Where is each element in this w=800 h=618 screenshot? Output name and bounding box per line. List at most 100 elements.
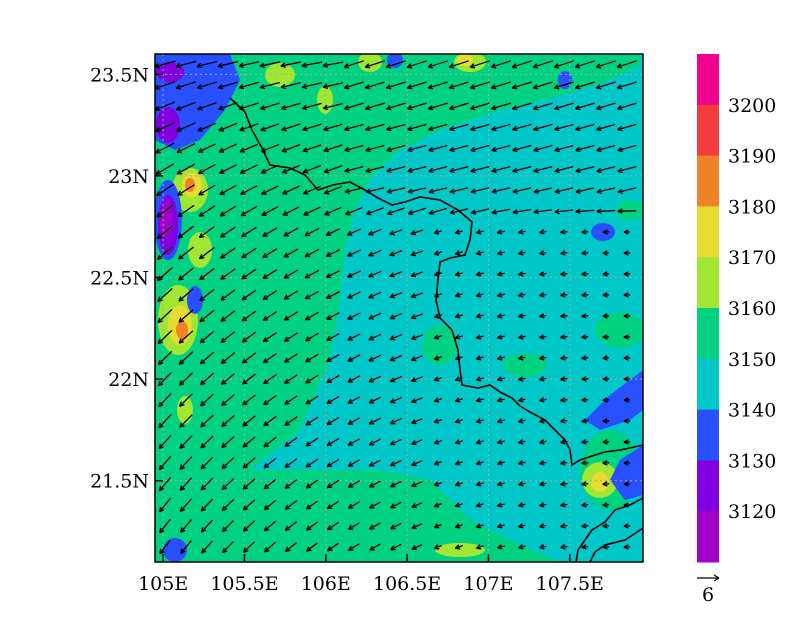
x-tick-label: 106E xyxy=(301,573,351,595)
wind-vector-head xyxy=(262,231,268,237)
wind-vector-head xyxy=(427,63,434,69)
wind-vector-head xyxy=(178,296,184,302)
wind-vector-head xyxy=(496,376,503,382)
wind-vector-head xyxy=(470,167,476,173)
wind-vector xyxy=(429,207,447,215)
wind-vector-head xyxy=(199,400,206,407)
wind-vector xyxy=(302,144,322,152)
wind-vector-head xyxy=(390,482,396,488)
wind-vector-head xyxy=(368,335,374,341)
wind-vector-head xyxy=(175,62,181,69)
wind-vector-head xyxy=(220,379,227,386)
wind-vector-head xyxy=(532,63,539,69)
wind-vector-head xyxy=(496,418,503,424)
wind-vector-head xyxy=(623,523,629,529)
wind-vector-head xyxy=(281,126,287,132)
wind-vector xyxy=(158,392,172,408)
wind-vector-head xyxy=(518,355,524,361)
wind-vector-head xyxy=(518,544,524,550)
wind-vector xyxy=(428,166,448,172)
wind-vector-head xyxy=(389,440,396,446)
wind-vector-head xyxy=(496,355,503,361)
wind-vector-head xyxy=(242,421,248,427)
wind-vector-head xyxy=(532,104,539,111)
wind-vector xyxy=(284,395,298,405)
wind-vector-head xyxy=(539,250,545,256)
wind-vector-head xyxy=(155,169,162,175)
wind-vector xyxy=(240,164,258,174)
wind-vector-head xyxy=(407,167,413,173)
wind-vector-head xyxy=(407,146,413,153)
wind-vector xyxy=(389,229,403,235)
wind-vector-head xyxy=(241,316,248,322)
wind-vector-head xyxy=(325,272,332,278)
wind-vector xyxy=(198,184,216,196)
wind-vector-head xyxy=(433,481,440,487)
wind-vector xyxy=(369,480,381,488)
wind-vector xyxy=(197,81,217,89)
wind-vector-head xyxy=(433,418,440,424)
y-tick-label: 21.5N xyxy=(90,471,149,493)
wind-vector-head xyxy=(533,146,539,153)
wind-vector-head xyxy=(347,524,354,530)
wind-vector xyxy=(201,540,213,554)
colorbar-swatch xyxy=(697,409,719,461)
wind-vector xyxy=(221,436,235,448)
wind-vector-head xyxy=(433,355,440,361)
wind-vector xyxy=(156,183,174,197)
wind-vector xyxy=(368,312,382,320)
wind-vector-head xyxy=(199,316,206,323)
wind-vector-head xyxy=(259,62,265,68)
wind-vector xyxy=(159,518,171,534)
wind-vector-head xyxy=(304,273,311,279)
wind-vector xyxy=(617,102,637,110)
wind-vector-head xyxy=(343,104,350,111)
wind-vector-head xyxy=(410,272,417,278)
wind-vector xyxy=(304,227,320,237)
wind-vector xyxy=(158,371,172,387)
wind-vector-head xyxy=(389,293,396,299)
colorbar-swatch xyxy=(697,257,719,309)
wind-vector-head xyxy=(196,62,203,69)
wind-vector-head xyxy=(326,504,333,510)
wind-vector-head xyxy=(518,292,524,298)
wind-vector-head xyxy=(602,250,608,256)
wind-vector-head xyxy=(428,188,434,194)
wind-vector-head xyxy=(242,547,249,553)
wind-vector-head xyxy=(305,420,311,426)
wind-vector-head xyxy=(454,229,461,235)
wind-vector-head xyxy=(532,84,539,90)
wind-vector-head xyxy=(475,481,482,487)
wind-vector xyxy=(428,144,448,152)
colorbar-label: 3150 xyxy=(728,349,776,371)
wind-vector xyxy=(369,438,381,446)
wind-vector-head xyxy=(158,506,165,513)
wind-vector-head xyxy=(518,481,524,487)
wind-vector xyxy=(368,354,382,362)
wind-vector-head xyxy=(242,442,248,448)
wind-vector-head xyxy=(260,105,266,111)
wind-vector-head xyxy=(322,83,329,89)
wind-vector xyxy=(411,439,423,445)
wind-vector-head xyxy=(390,545,396,551)
wind-vector-head xyxy=(616,104,623,111)
wind-vector xyxy=(512,166,532,172)
wind-vector xyxy=(305,437,319,447)
wind-vector xyxy=(326,332,340,342)
wind-vector xyxy=(263,520,277,532)
wind-vector xyxy=(178,372,194,386)
wind-vector xyxy=(449,81,469,89)
wind-vector-head xyxy=(156,212,162,218)
wind-vector-head xyxy=(178,317,184,323)
wind-vector xyxy=(262,269,278,279)
wind-vector-head xyxy=(617,125,623,132)
wind-vector-head xyxy=(433,397,440,403)
wind-vector xyxy=(304,248,320,258)
wind-vector-head xyxy=(344,188,350,194)
wind-vector-head xyxy=(554,188,560,194)
wind-vector-head xyxy=(385,104,392,111)
wind-vector xyxy=(283,248,299,258)
wind-vector-head xyxy=(469,63,476,69)
wind-vector-head xyxy=(475,355,482,361)
wind-vector xyxy=(178,330,194,344)
